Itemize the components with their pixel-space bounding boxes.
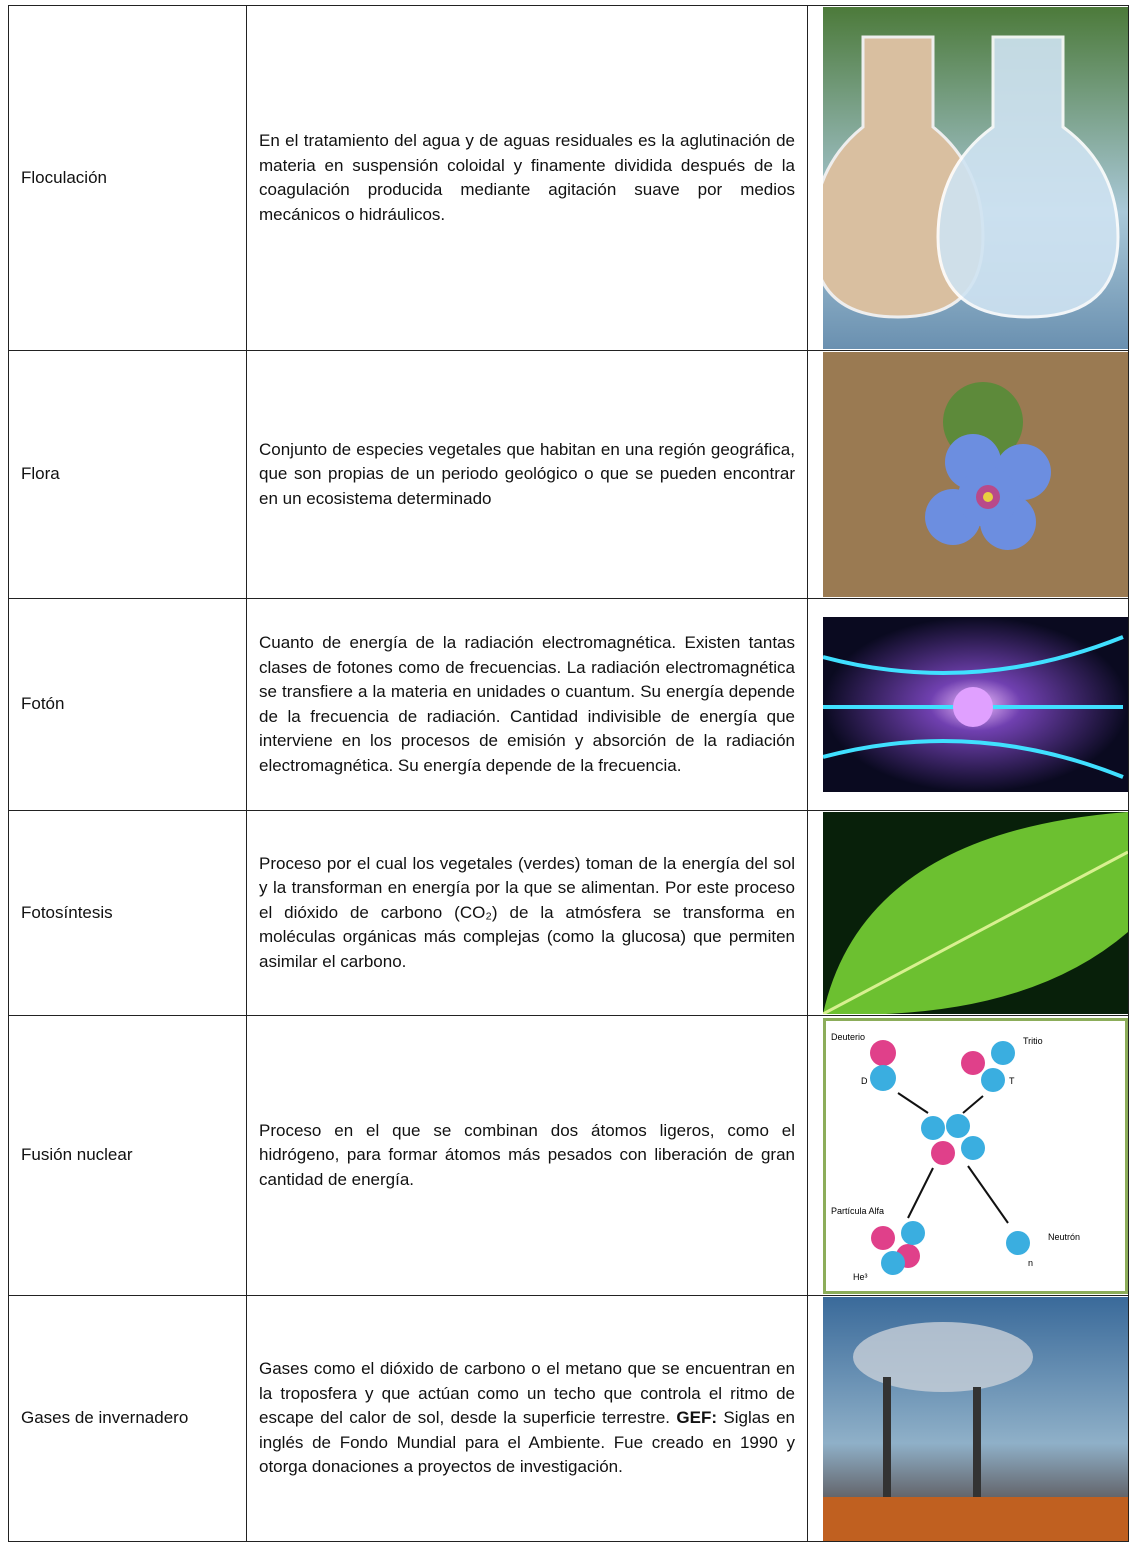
image-cell [807, 1295, 1129, 1542]
term: Gases de invernadero [8, 1295, 247, 1542]
definition-text: Gases como el dióxido de carbono o el me… [259, 1359, 795, 1428]
row: Gases de invernadero Gases como el dióxi… [8, 1295, 1129, 1542]
diagram-label: n [1028, 1258, 1033, 1268]
row: Flora Conjunto de especies vegetales que… [8, 350, 1129, 599]
definition: Conjunto de especies vegetales que habit… [246, 350, 808, 599]
definition: Gases como el dióxido de carbono o el me… [246, 1295, 808, 1542]
term: Fotón [8, 598, 247, 811]
glossary-table: Floculación En el tratamiento del agua y… [8, 5, 1129, 1542]
definition-bold: GEF: [676, 1408, 718, 1428]
image-cell: Deuterio D Tritio T Partícula Alfa He³ N… [807, 1015, 1129, 1296]
image-cell [807, 598, 1129, 811]
definition: Cuanto de energía de la radiación electr… [246, 598, 808, 811]
diagram-label: Deuterio [831, 1032, 865, 1042]
term: Flora [8, 350, 247, 599]
term: Floculación [8, 5, 247, 351]
image-cell [807, 5, 1129, 351]
factory-image [823, 1296, 1128, 1541]
term: Fusión nuclear [8, 1015, 247, 1296]
diagram-label: Partícula Alfa [831, 1206, 884, 1216]
definition-text: Siglas en inglés de Fondo Mundial para e… [259, 1408, 795, 1477]
diagram-label: Tritio [1023, 1036, 1043, 1046]
row: Floculación En el tratamiento del agua y… [8, 5, 1129, 351]
row: Fotosíntesis Proceso por el cual los veg… [8, 810, 1129, 1016]
photon-image [823, 617, 1128, 792]
image-cell [807, 350, 1129, 599]
diagram-label: D [861, 1076, 868, 1086]
fusion-diagram: Deuterio D Tritio T Partícula Alfa He³ N… [823, 1017, 1128, 1294]
row: Fusión nuclear Proceso en el que se comb… [8, 1015, 1129, 1296]
definition: Proceso por el cual los vegetales (verde… [246, 810, 808, 1016]
diagram-label: T [1009, 1076, 1015, 1086]
row: Fotón Cuanto de energía de la radiación … [8, 598, 1129, 811]
term: Fotosíntesis [8, 810, 247, 1016]
definition: Proceso en el que se combinan dos átomos… [246, 1015, 808, 1296]
flask-image [823, 7, 1128, 349]
leaf-image [823, 812, 1128, 1014]
image-cell [807, 810, 1129, 1016]
flower-image [823, 352, 1128, 597]
diagram-label: Neutrón [1048, 1232, 1080, 1242]
diagram-label: He³ [853, 1272, 868, 1282]
definition: En el tratamiento del agua y de aguas re… [246, 5, 808, 351]
